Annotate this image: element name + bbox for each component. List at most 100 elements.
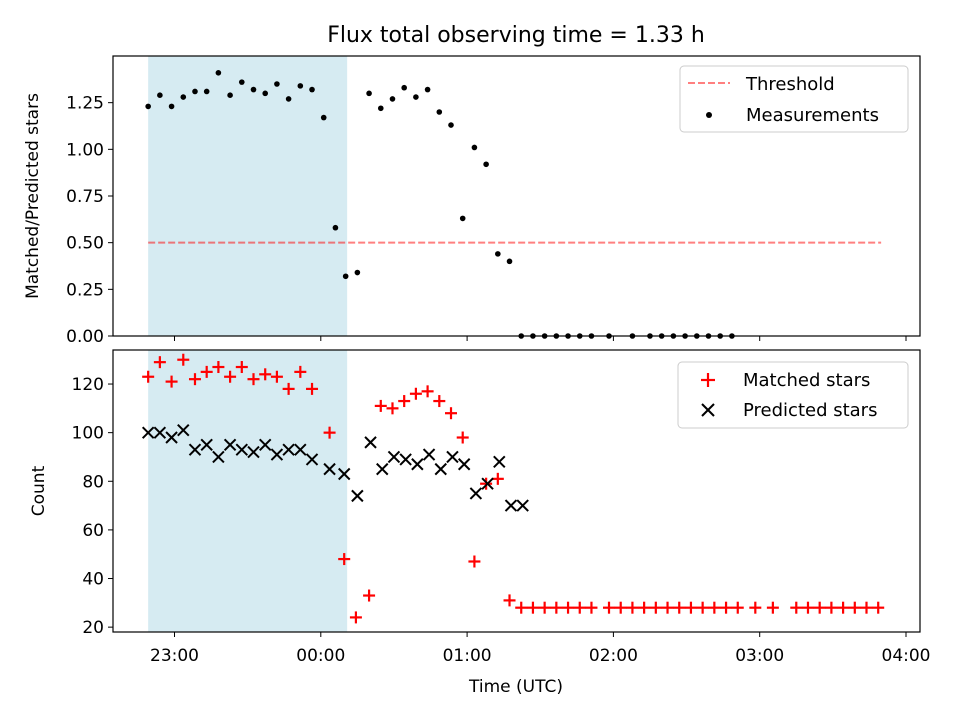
measurement-point (436, 109, 443, 115)
matched-star-point (585, 601, 598, 614)
matched-star-point (445, 407, 458, 420)
bottom-y-tick-label: 120 (72, 375, 104, 395)
bottom-y-tick-label: 80 (82, 472, 104, 492)
bottom-panel: 20 40 60 80 100 120 23:00 00:00 01:00 02:00 03:00… (29, 349, 931, 697)
bottom-x-tick-label: 00:00 (296, 646, 345, 666)
measurement-point (238, 79, 245, 85)
matched-star-point (562, 601, 575, 614)
matched-star-point (480, 477, 493, 490)
predicted-star-point (188, 443, 202, 456)
matched-star-point (603, 601, 616, 614)
measurement-point (250, 86, 257, 93)
matched-star-point (468, 555, 481, 568)
measurement-point (471, 144, 478, 151)
measurement-point (483, 161, 489, 168)
predicted-star-point (376, 462, 389, 476)
predicted-star-point (422, 448, 436, 461)
matched-star-point (790, 601, 803, 614)
predicted-star-point (323, 462, 336, 476)
bottom-legend: Matched stars Predicted stars (677, 361, 909, 429)
predicted-star-point (294, 443, 307, 456)
matched-star-point (626, 601, 639, 614)
top-shaded-span (148, 56, 348, 336)
matched-star-point (421, 385, 434, 398)
predicted-star-point (504, 499, 518, 512)
measurements-series (145, 70, 735, 339)
matched-star-point (503, 594, 516, 607)
measurement-point (180, 94, 187, 100)
top-y-tick-label: 0.75 (66, 187, 104, 207)
matched-star-point (363, 589, 376, 602)
predicted-star-point (493, 455, 506, 469)
matched-star-point (165, 375, 178, 388)
top-legend-box (679, 65, 909, 133)
top-panel: 0.00 0.25 0.50 0.75 1.00 1.25 Matched/Predict… (23, 55, 921, 347)
measurement-point (448, 122, 454, 128)
top-y-axis: 0.00 0.25 0.50 0.75 1.00 1.25 (66, 94, 113, 347)
legend-matched-label: Matched stars (743, 370, 870, 391)
measurement-point (203, 88, 210, 95)
predicted-star-point (235, 443, 249, 456)
predicted-star-point (200, 438, 213, 452)
matched-star-point (673, 601, 686, 614)
predicted-star-point (446, 450, 459, 464)
measurement-point (366, 90, 372, 97)
top-y-axis-label: Matched/Predicted stars (23, 93, 43, 299)
predicted-star-point (411, 458, 424, 471)
matched-star-point (614, 601, 627, 614)
predicted-star-point (270, 448, 284, 461)
matched-star-point (212, 361, 225, 374)
bottom-y-tick-label: 100 (72, 424, 104, 444)
predicted-star-point (469, 487, 483, 500)
predicted-star-point (212, 450, 225, 464)
measurement-point (459, 215, 466, 222)
matched-star-point (456, 431, 469, 444)
matched-star-point (306, 382, 319, 395)
chart-title: Flux total observing time = 1.33 h (327, 23, 705, 48)
measurement-point (285, 96, 292, 102)
matched-star-point (294, 365, 307, 378)
measurement-point (332, 224, 339, 231)
measurement-point (401, 84, 407, 91)
predicted-star-point (282, 443, 295, 456)
predicted-star-point (457, 458, 471, 471)
measurement-point (262, 90, 269, 97)
predicted-star-point (364, 436, 377, 449)
matched-star-point (825, 601, 838, 614)
matched-star-point (649, 601, 662, 614)
predicted-star-point (351, 489, 364, 503)
matched-star-point (491, 472, 504, 485)
matched-star-point (338, 553, 351, 566)
predicted-star-point (247, 445, 260, 459)
measurement-point (320, 114, 327, 121)
top-x-ticks (174, 336, 907, 341)
matched-star-point (801, 601, 814, 614)
predicted-star-point (258, 438, 272, 452)
bottom-x-tick-label: 02:00 (589, 646, 638, 666)
matched-star-point (153, 356, 166, 369)
bottom-y-tick-label: 20 (82, 618, 104, 638)
measurement-point (145, 103, 151, 110)
bottom-x-tick-label: 03:00 (735, 646, 784, 666)
predicted-star-point (223, 438, 237, 452)
top-y-tick-label: 0.25 (66, 280, 104, 300)
matched-star-point (573, 601, 586, 614)
bottom-y-axis: 20 40 60 80 100 120 (72, 375, 113, 638)
bottom-x-tick-label: 04:00 (882, 646, 931, 666)
matched-star-point (538, 601, 551, 614)
matched-star-point (550, 601, 563, 614)
matched-star-point (515, 601, 528, 614)
matched-star-point (270, 370, 283, 383)
matched-star-point (720, 601, 733, 614)
legend-measurements-swatch (706, 112, 712, 118)
matched-star-point (526, 601, 539, 614)
top-y-tick-label: 0.50 (66, 234, 104, 254)
matched-star-point (323, 426, 336, 439)
bottom-axes-frame (112, 349, 921, 633)
matched-star-point (749, 601, 762, 614)
matched-star-point (731, 601, 744, 614)
matched-star-point (638, 601, 651, 614)
top-y-tick-label: 1.25 (66, 94, 104, 114)
matched-star-point (177, 353, 190, 366)
